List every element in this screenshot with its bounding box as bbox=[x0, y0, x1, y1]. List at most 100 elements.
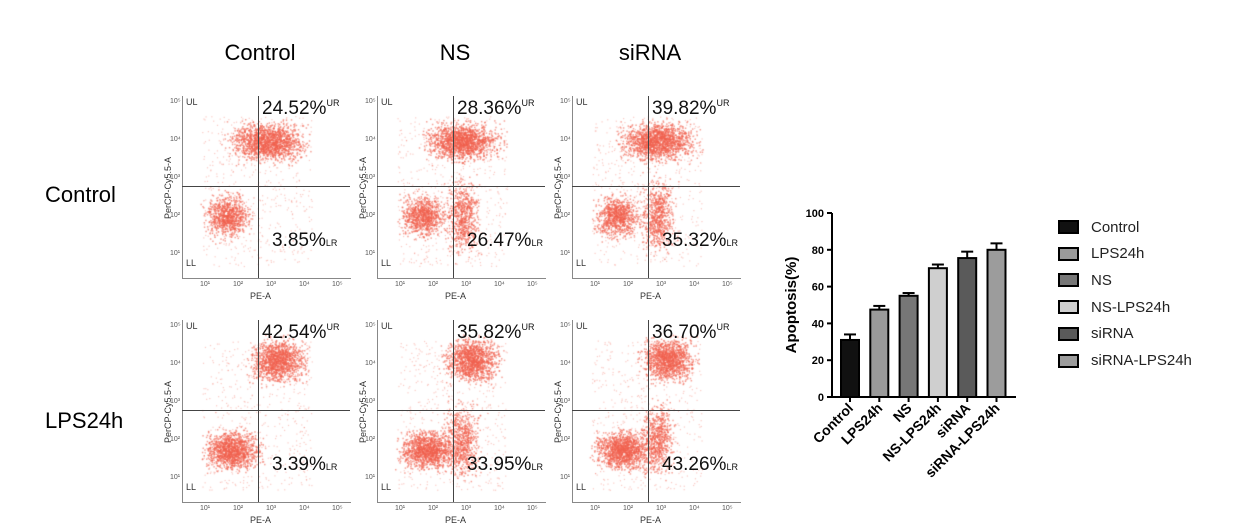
bar-ns bbox=[898, 294, 919, 398]
x-tick: 10² bbox=[428, 505, 439, 512]
y-tick: 10¹ bbox=[560, 474, 571, 481]
x-tick: 10⁵ bbox=[722, 505, 733, 512]
y-tick: 10² bbox=[170, 212, 181, 219]
y-tick: 10⁴ bbox=[560, 360, 571, 367]
ur-percent: 36.70%UR bbox=[652, 322, 730, 343]
ur-percent: 42.54%UR bbox=[262, 322, 340, 343]
quadrant-vline bbox=[648, 96, 649, 278]
y-tick: 10¹ bbox=[170, 250, 181, 257]
plot-frame bbox=[572, 320, 741, 503]
quadrant-hline bbox=[572, 410, 740, 411]
y-tick: 10⁵ bbox=[365, 98, 376, 105]
x-axis-label: PE-A bbox=[250, 515, 272, 525]
quadrant-vline bbox=[258, 320, 259, 502]
y-tick: 10⁴ bbox=[170, 360, 181, 367]
lr-percent: 3.85%LR bbox=[272, 230, 338, 251]
y-tick: 10⁵ bbox=[365, 322, 376, 329]
legend-item: LPS24h bbox=[1058, 245, 1144, 263]
ll-label: LL bbox=[381, 482, 392, 492]
legend-swatch bbox=[1058, 273, 1079, 288]
x-tick: 10⁴ bbox=[299, 281, 310, 288]
y-tick-label: 40 bbox=[812, 318, 824, 330]
x-tick: 10⁴ bbox=[494, 505, 505, 512]
ll-label: LL bbox=[186, 258, 197, 268]
x-tick: 10⁵ bbox=[527, 281, 538, 288]
y-tick: 10² bbox=[365, 436, 376, 443]
x-tick: 10³ bbox=[656, 505, 667, 512]
lr-percent: 3.39%LR bbox=[272, 454, 338, 475]
row-label-lps24h: LPS24h bbox=[45, 408, 124, 433]
bar-control bbox=[840, 338, 860, 398]
legend-label: siRNA bbox=[1091, 325, 1134, 343]
x-tick: 10¹ bbox=[395, 281, 406, 288]
x-tick: 10¹ bbox=[590, 281, 601, 288]
y-tick: 10³ bbox=[365, 398, 376, 405]
y-tick: 10³ bbox=[560, 398, 571, 405]
quadrant-hline bbox=[572, 186, 740, 187]
column-title-sirna: siRNA bbox=[618, 40, 682, 65]
y-tick: 10¹ bbox=[170, 474, 181, 481]
x-tick: 10⁴ bbox=[689, 505, 700, 512]
x-tick: 10³ bbox=[461, 505, 472, 512]
legend-swatch bbox=[1058, 300, 1079, 315]
ur-percent: 39.82%UR bbox=[652, 98, 730, 119]
x-tick: 10² bbox=[623, 281, 634, 288]
x-tick: 10³ bbox=[266, 505, 277, 512]
x-tick: 10³ bbox=[461, 281, 472, 288]
plot-frame bbox=[182, 320, 351, 503]
ul-label: UL bbox=[381, 97, 393, 107]
legend-swatch bbox=[1058, 326, 1079, 341]
y-tick: 10³ bbox=[365, 174, 376, 181]
y-tick: 10⁵ bbox=[560, 98, 571, 105]
legend-label: siRNA-LPS24h bbox=[1091, 352, 1192, 369]
x-tick: 10⁴ bbox=[299, 505, 310, 512]
legend-swatch bbox=[1058, 353, 1079, 368]
y-tick: 10² bbox=[365, 212, 376, 219]
bar-lps24h bbox=[869, 308, 890, 399]
x-axis-label: PE-A bbox=[640, 515, 662, 525]
x-tick: 10² bbox=[233, 505, 244, 512]
flow-plot: UL LL 24.52%UR 3.85%LR PerCP-Cy5.5-A PE-… bbox=[160, 88, 360, 303]
legend-swatch bbox=[1058, 246, 1079, 261]
ur-percent: 28.36%UR bbox=[457, 98, 535, 119]
y-tick: 10² bbox=[170, 436, 181, 443]
x-tick: 10¹ bbox=[200, 505, 211, 512]
ul-label: UL bbox=[381, 321, 393, 331]
quadrant-hline bbox=[377, 186, 545, 187]
y-tick: 10⁴ bbox=[365, 360, 376, 367]
x-axis-label: PE-A bbox=[445, 291, 467, 301]
x-axis-label: PE-A bbox=[250, 291, 272, 301]
legend-item: siRNA bbox=[1058, 325, 1134, 343]
y-tick-label: 80 bbox=[812, 245, 824, 257]
x-tick: 10² bbox=[428, 281, 439, 288]
dot-cloud bbox=[377, 96, 545, 278]
ll-label: LL bbox=[576, 258, 587, 268]
x-tick: 10¹ bbox=[590, 505, 601, 512]
y-tick: 10⁵ bbox=[170, 98, 181, 105]
y-tick: 10⁴ bbox=[560, 136, 571, 143]
y-tick: 10³ bbox=[170, 174, 181, 181]
legend-item: Control bbox=[1058, 218, 1139, 236]
plot-frame bbox=[182, 96, 351, 279]
quadrant-vline bbox=[258, 96, 259, 278]
legend-label: NS-LPS24h bbox=[1091, 298, 1171, 316]
ur-percent: 24.52%UR bbox=[262, 98, 340, 119]
lr-percent: 33.95%LR bbox=[467, 454, 543, 475]
dot-cloud bbox=[572, 320, 740, 502]
column-title-ns: NS bbox=[439, 40, 471, 65]
y-tick-label: 100 bbox=[806, 208, 824, 220]
ll-label: LL bbox=[576, 482, 587, 492]
ll-label: LL bbox=[186, 482, 197, 492]
legend-label: Control bbox=[1091, 218, 1140, 236]
flow-plot: UL LL 35.82%UR 33.95%LR PerCP-Cy5.5-A PE… bbox=[355, 312, 555, 527]
row-label-control: Control bbox=[45, 182, 116, 207]
y-tick: 10¹ bbox=[365, 250, 376, 257]
quadrant-hline bbox=[182, 410, 350, 411]
ul-label: UL bbox=[186, 97, 198, 107]
x-tick: 10³ bbox=[656, 281, 667, 288]
y-tick: 10² bbox=[560, 436, 571, 443]
y-tick: 10¹ bbox=[365, 474, 376, 481]
plot-frame bbox=[377, 320, 546, 503]
y-tick-label: 20 bbox=[812, 355, 824, 367]
